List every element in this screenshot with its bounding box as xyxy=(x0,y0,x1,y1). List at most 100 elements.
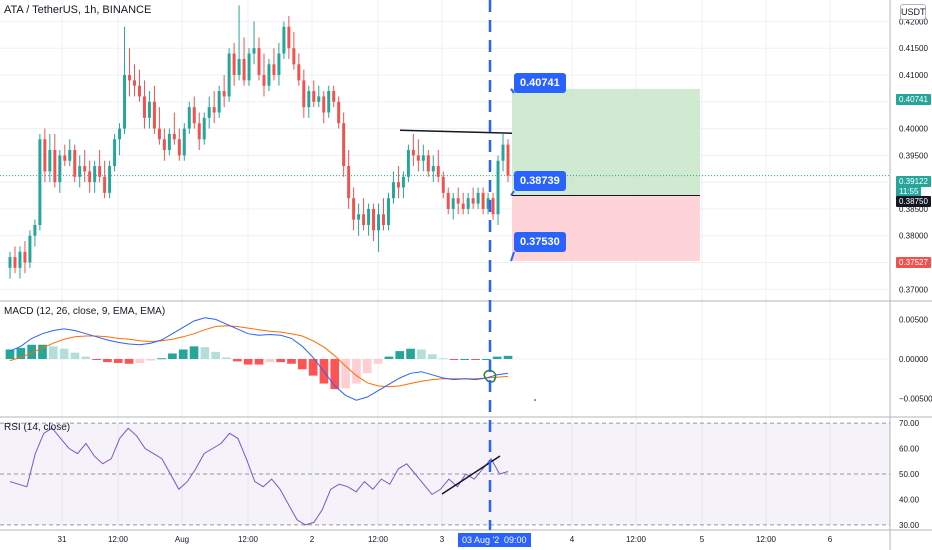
candle-body xyxy=(202,117,206,140)
candle-body xyxy=(277,53,281,75)
time-tick-label: 12:00 xyxy=(756,535,777,544)
candle-body xyxy=(357,214,361,220)
entry-price-tag: 0.38750 xyxy=(896,196,931,207)
candle-body xyxy=(352,198,356,220)
candle-body xyxy=(332,91,336,102)
candle-body xyxy=(217,91,221,113)
macd-histogram-bar xyxy=(417,349,426,359)
candle-body xyxy=(113,139,117,167)
candle-body xyxy=(486,198,490,209)
rsi-tick-label: 60.00 xyxy=(899,445,920,454)
time-tick-label: 12:00 xyxy=(368,535,389,544)
candle-body xyxy=(192,107,196,124)
time-tick-label: 4 xyxy=(570,535,575,544)
resistance-trendline xyxy=(399,129,513,134)
candle-body xyxy=(426,155,430,172)
candle-body xyxy=(63,155,67,161)
macd-histogram-bar xyxy=(352,359,361,384)
stray-dot xyxy=(534,399,536,401)
candle-body xyxy=(501,144,505,161)
time-tick-label: 6 xyxy=(828,535,833,544)
candle-body xyxy=(68,150,72,161)
candle-body xyxy=(53,150,57,183)
candle-body xyxy=(232,53,236,75)
macd-histogram-bar xyxy=(211,351,221,359)
macd-histogram-bar xyxy=(276,359,285,363)
candle-body xyxy=(48,150,52,172)
price-tick-label: 0.42000 xyxy=(899,17,928,26)
candle-body xyxy=(367,208,371,225)
macd-indicator-label[interactable]: MACD (12, 26, close, 9, EMA, EMA) xyxy=(4,306,166,317)
rsi-tick-label: 70.00 xyxy=(899,419,920,428)
candle-body xyxy=(128,75,132,81)
macd-histogram-bar xyxy=(482,359,491,360)
current-price-tag: 0.39122 xyxy=(896,176,931,187)
candle-body xyxy=(28,235,32,263)
macd-histogram-bar xyxy=(492,356,502,359)
macd-histogram-bar xyxy=(103,359,112,363)
macd-histogram-bar xyxy=(395,351,405,359)
candle-body xyxy=(421,155,425,161)
candle-body xyxy=(506,144,510,176)
candle-body xyxy=(377,214,381,231)
macd-histogram-bar xyxy=(124,359,134,364)
macd-histogram-bar xyxy=(16,347,26,359)
rsi-indicator-label[interactable]: RSI (14, close) xyxy=(4,422,71,433)
macd-line xyxy=(9,317,509,401)
macd-histogram-bar xyxy=(265,359,275,363)
candle-body xyxy=(93,166,97,183)
candle-body xyxy=(212,107,216,113)
time-tick-label: 12:00 xyxy=(238,535,259,544)
candle-body xyxy=(197,123,201,140)
symbol-title: ATA / TetherUS, 1h, BINANCE xyxy=(4,4,152,16)
time-tick-label: 2 xyxy=(310,535,315,544)
target-callout[interactable]: 0.40741 xyxy=(514,73,566,93)
macd-histogram-bar xyxy=(168,353,177,359)
candle-body xyxy=(23,251,27,263)
candle-body xyxy=(257,48,261,75)
candle-body xyxy=(133,80,136,86)
macd-histogram-bar xyxy=(449,359,459,360)
macd-histogram-bar xyxy=(254,359,264,365)
candle-body xyxy=(337,101,341,124)
macd-histogram-bar xyxy=(287,359,296,364)
entry-callout[interactable]: 0.38739 xyxy=(514,171,566,191)
candle-body xyxy=(142,96,146,118)
drawing-overlays[interactable] xyxy=(399,88,515,262)
macd-histogram-bar xyxy=(503,355,513,359)
macd-histogram-bar xyxy=(222,357,231,359)
candle-body xyxy=(411,150,415,156)
macd-histogram-bar xyxy=(373,359,383,364)
macd-histogram-bar xyxy=(297,359,307,370)
candle-body xyxy=(292,48,296,65)
candle-body xyxy=(187,107,191,129)
candle-body xyxy=(391,182,395,199)
candle-body xyxy=(342,123,346,167)
candle-body xyxy=(372,208,376,231)
candle-body xyxy=(88,171,92,183)
candle-body xyxy=(436,166,440,177)
stop-callout-pointer xyxy=(510,251,515,262)
macd-histogram-bar xyxy=(92,359,101,360)
candle-body xyxy=(182,128,186,156)
macd-histogram-bar xyxy=(135,359,145,363)
candle-body xyxy=(8,257,12,268)
candle-body xyxy=(147,101,151,118)
currency-button[interactable]: USDT xyxy=(900,4,926,20)
candle-body xyxy=(18,251,22,268)
candle-body xyxy=(247,53,251,81)
candle-body xyxy=(322,96,326,113)
candle-body xyxy=(157,128,161,140)
rsi-pane xyxy=(0,422,890,526)
stop-callout[interactable]: 0.37530 xyxy=(514,232,566,252)
candle-body xyxy=(416,155,420,161)
macd-histogram-bar xyxy=(157,358,166,360)
candle-body xyxy=(43,139,47,172)
candle-body xyxy=(172,133,176,140)
price-tick-label: 0.38000 xyxy=(899,232,928,241)
macd-tick-label: 0.00500 xyxy=(899,315,928,324)
time-tick-label: 31 xyxy=(58,535,67,544)
time-tick-label: 5 xyxy=(700,535,705,544)
candle-body xyxy=(123,75,127,129)
